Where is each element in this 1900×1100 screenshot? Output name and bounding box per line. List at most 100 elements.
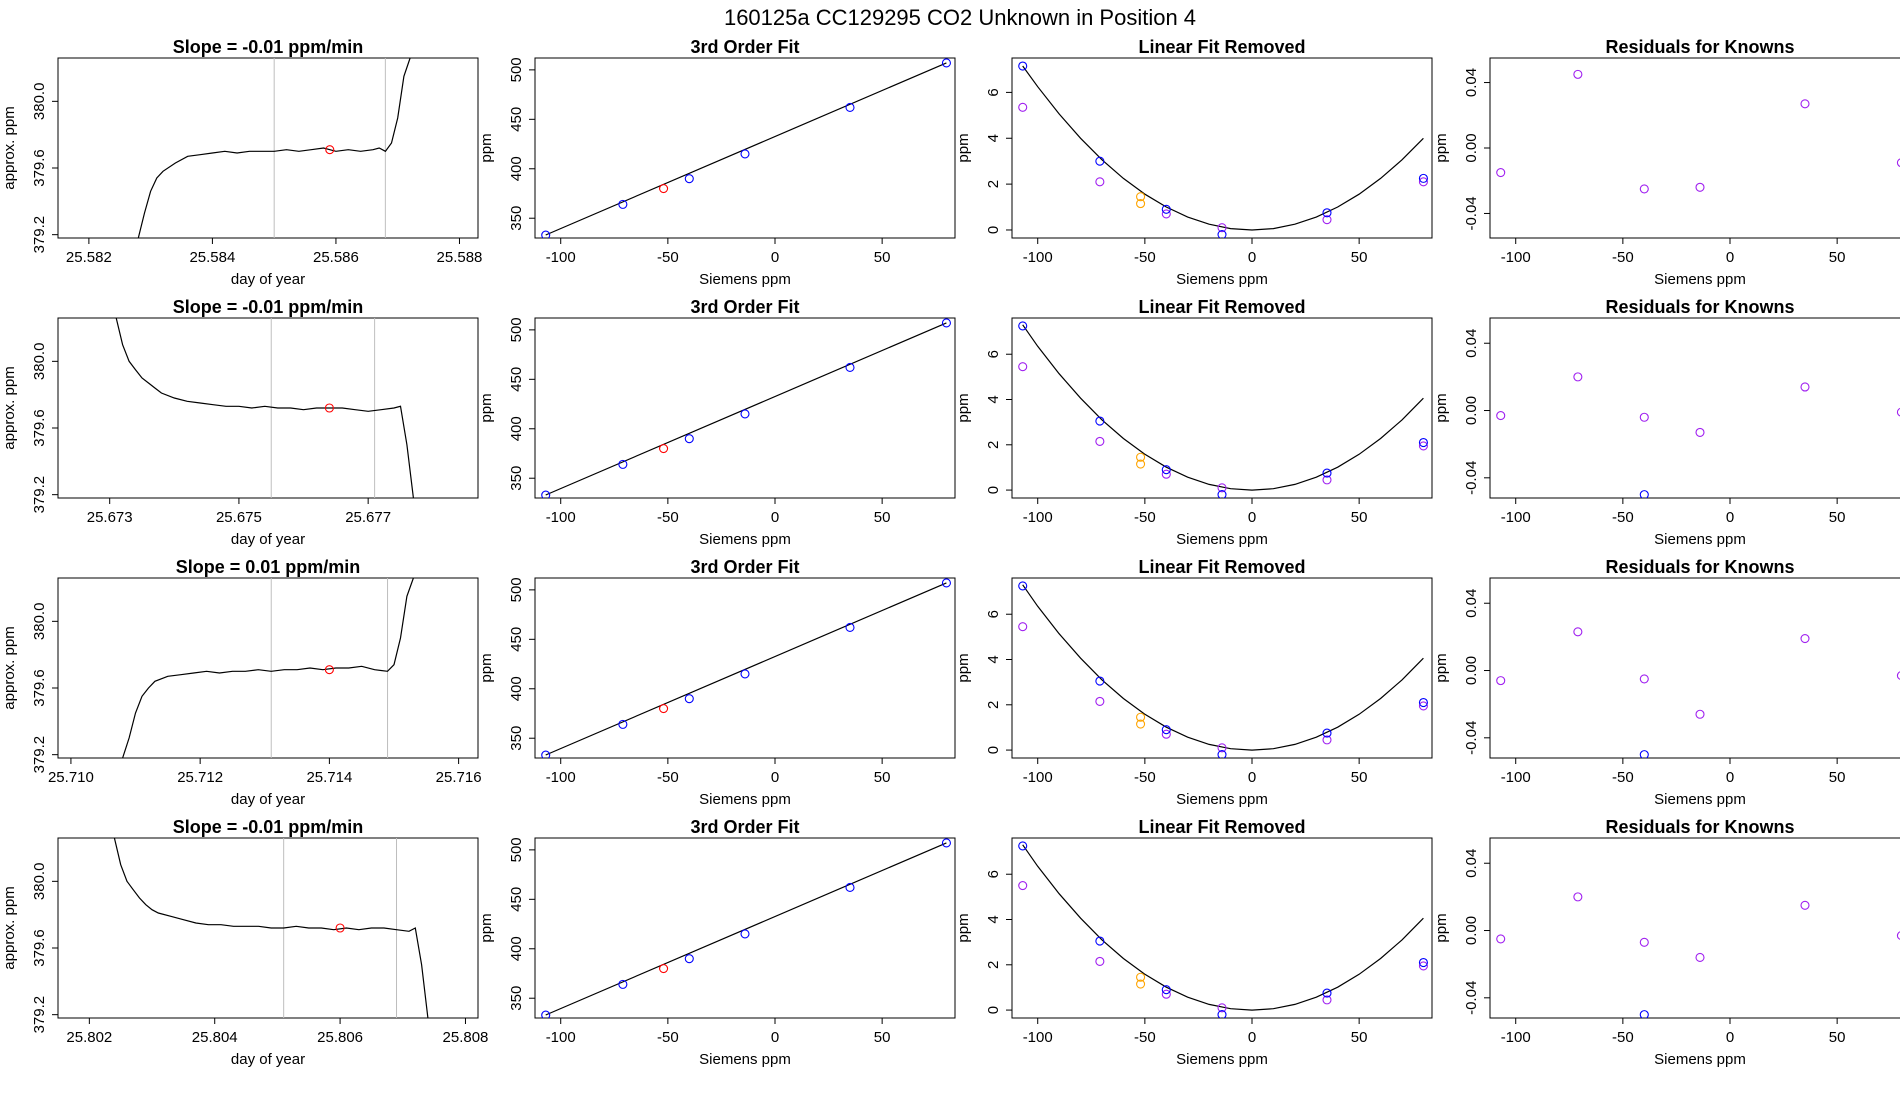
x-tick-label: 25.716 bbox=[436, 769, 482, 786]
y-tick-label: 500 bbox=[508, 837, 525, 862]
y-tick-label: 450 bbox=[508, 887, 525, 912]
plot-title: Linear Fit Removed bbox=[1138, 817, 1305, 837]
plot-area bbox=[541, 58, 951, 238]
plot-area bbox=[1018, 321, 1428, 498]
residual-point bbox=[1639, 184, 1649, 194]
x-tick-label: 50 bbox=[874, 1029, 891, 1046]
chart-panel-6: 3rd Order Fit Siemens ppm ppm -100 -50 0 50 350… bbox=[478, 297, 956, 548]
x-tick-label: 25.714 bbox=[306, 769, 352, 786]
known-point bbox=[684, 434, 694, 444]
known-point bbox=[541, 230, 551, 238]
y-tick-label: 450 bbox=[508, 627, 525, 652]
x-tick-label: -50 bbox=[1612, 509, 1634, 526]
known-point bbox=[1095, 936, 1105, 946]
residual-point bbox=[1095, 436, 1105, 446]
x-tick-label: -50 bbox=[657, 249, 679, 266]
y-tick-label: 0 bbox=[985, 746, 1002, 754]
plot-title: Linear Fit Removed bbox=[1138, 37, 1305, 57]
residual-point bbox=[1896, 407, 1900, 417]
y-axis-label: ppm bbox=[478, 133, 495, 162]
known-point bbox=[1639, 490, 1649, 498]
x-axis-label: day of year bbox=[231, 271, 305, 288]
y-tick-label: 350 bbox=[508, 466, 525, 491]
residual-point bbox=[1573, 627, 1583, 637]
y-tick-label: 379.6 bbox=[31, 929, 48, 967]
x-tick-label: 25.584 bbox=[189, 249, 235, 266]
known-point bbox=[1018, 321, 1028, 331]
plot-frame bbox=[57, 57, 479, 239]
plot-title: 3rd Order Fit bbox=[690, 297, 799, 317]
fit-line bbox=[545, 322, 947, 496]
x-tick-label: -100 bbox=[1023, 769, 1053, 786]
plot-title: 3rd Order Fit bbox=[690, 557, 799, 577]
plot-title: Residuals for Knowns bbox=[1605, 557, 1794, 577]
chart-panel-13: Slope = -0.01 ppm/min day of year approx. … bbox=[1, 817, 488, 1068]
residual-point bbox=[1322, 735, 1332, 745]
x-tick-label: 0 bbox=[771, 509, 779, 526]
residual-point bbox=[1695, 952, 1705, 962]
x-tick-label: 25.582 bbox=[66, 249, 112, 266]
x-tick-label: -50 bbox=[1612, 1029, 1634, 1046]
known-point bbox=[1322, 988, 1332, 998]
x-tick-label: 50 bbox=[1351, 1029, 1368, 1046]
mean-marker bbox=[324, 403, 334, 413]
plot-area bbox=[1496, 372, 1900, 498]
x-axis-label: Siemens ppm bbox=[1176, 791, 1268, 808]
x-axis-label: Siemens ppm bbox=[699, 791, 791, 808]
chart-panel-15: Linear Fit Removed Siemens ppm ppm -100 -50 0… bbox=[955, 817, 1433, 1068]
x-tick-label: 25.710 bbox=[48, 769, 94, 786]
chart-panels: Slope = -0.01 ppm/min day of year approx. … bbox=[1, 37, 1900, 1068]
x-tick-label: 0 bbox=[1726, 509, 1734, 526]
unknown-point-orange bbox=[1136, 452, 1146, 462]
x-tick-label: -100 bbox=[546, 1029, 576, 1046]
y-tick-label: 350 bbox=[508, 986, 525, 1011]
unknown-point-orange bbox=[1136, 199, 1146, 209]
x-tick-label: 25.808 bbox=[443, 1029, 489, 1046]
x-tick-label: 0 bbox=[1248, 1029, 1256, 1046]
x-axis-label: day of year bbox=[231, 791, 305, 808]
y-axis-label: ppm bbox=[955, 133, 972, 162]
residual-point bbox=[1018, 102, 1028, 112]
plot-title: 3rd Order Fit bbox=[690, 37, 799, 57]
unknown-point-orange bbox=[1136, 712, 1146, 722]
residual-point bbox=[1639, 412, 1649, 422]
known-point bbox=[618, 459, 628, 469]
plot-frame bbox=[1489, 837, 1900, 1019]
x-tick-label: -100 bbox=[1501, 1029, 1531, 1046]
plot-title: 3rd Order Fit bbox=[690, 817, 799, 837]
known-point bbox=[1161, 204, 1171, 214]
residual-point bbox=[1161, 989, 1171, 999]
y-tick-label: 2 bbox=[985, 961, 1002, 969]
x-axis-label: day of year bbox=[231, 531, 305, 548]
chart-panel-2: 3rd Order Fit Siemens ppm ppm -100 -50 0 50 350… bbox=[478, 37, 956, 288]
known-point bbox=[740, 669, 750, 679]
plot-title: Residuals for Knowns bbox=[1605, 297, 1794, 317]
plot-frame bbox=[534, 837, 956, 1019]
known-point bbox=[1161, 985, 1171, 995]
x-axis-label: Siemens ppm bbox=[1654, 1051, 1746, 1068]
x-tick-label: 50 bbox=[874, 769, 891, 786]
known-point bbox=[941, 58, 951, 68]
x-axis-label: Siemens ppm bbox=[1654, 531, 1746, 548]
y-tick-label: 4 bbox=[985, 395, 1002, 403]
chart-panel-8: Residuals for Knowns Siemens ppm ppm -100 -5… bbox=[1433, 297, 1900, 548]
plot-frame bbox=[534, 57, 956, 239]
chart-panel-1: Slope = -0.01 ppm/min day of year approx. … bbox=[1, 37, 482, 288]
plot-area bbox=[1018, 581, 1428, 758]
x-axis-label: Siemens ppm bbox=[699, 531, 791, 548]
known-point bbox=[541, 750, 551, 758]
chart-panel-11: Linear Fit Removed Siemens ppm ppm -100 -50 0… bbox=[955, 557, 1433, 808]
chart-panel-9: Slope = 0.01 ppm/min day of year approx. p… bbox=[1, 557, 482, 808]
plot-title: Residuals for Knowns bbox=[1605, 37, 1794, 57]
x-tick-label: 0 bbox=[1248, 509, 1256, 526]
y-tick-label: 0.04 bbox=[1463, 68, 1480, 97]
y-tick-label: 450 bbox=[508, 107, 525, 132]
x-tick-label: 0 bbox=[771, 1029, 779, 1046]
residual-point bbox=[1800, 634, 1810, 644]
x-tick-label: -100 bbox=[1501, 249, 1531, 266]
known-point bbox=[618, 199, 628, 209]
x-axis-label: Siemens ppm bbox=[1176, 1051, 1268, 1068]
known-point bbox=[1322, 468, 1332, 478]
y-axis-label: approx. ppm bbox=[1, 626, 18, 709]
